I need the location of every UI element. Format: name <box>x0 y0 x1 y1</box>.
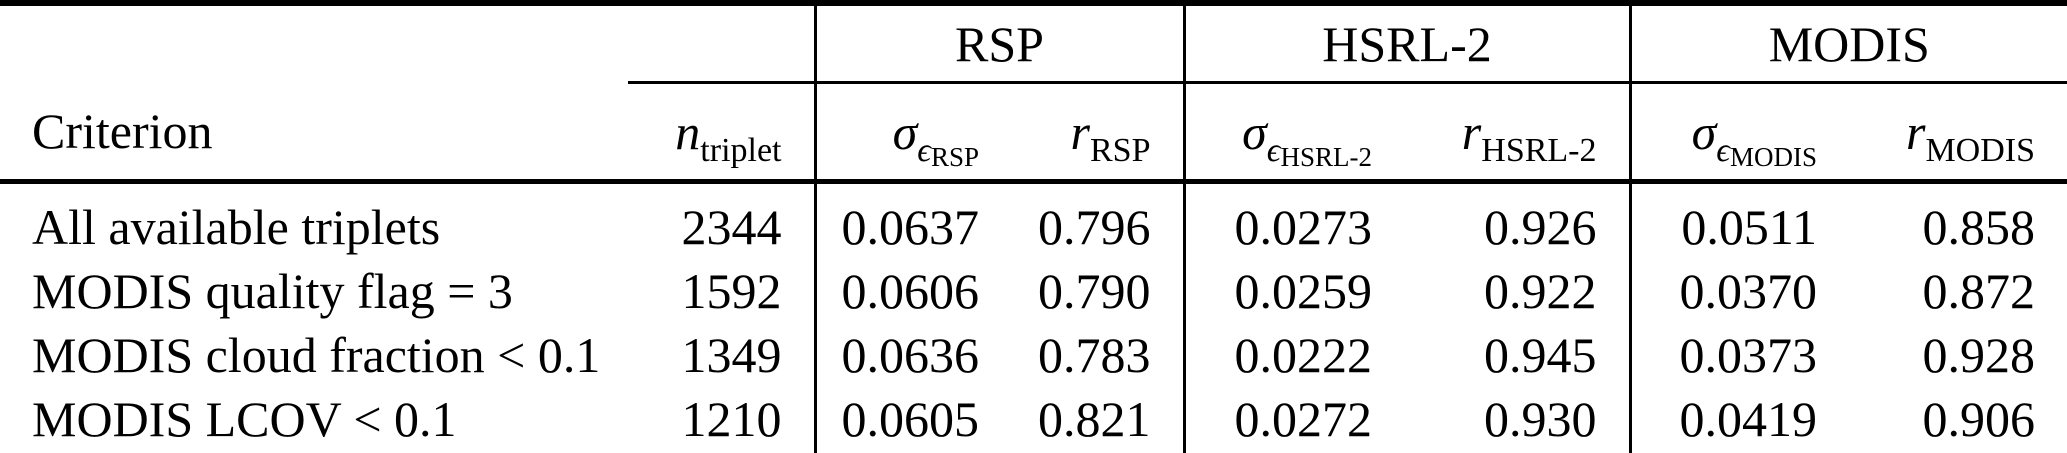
cell-sigma-eps-hsrl2: 0.0272 <box>1234 391 1373 447</box>
r-symbol: r <box>1070 103 1090 160</box>
cell-r-modis: 0.906 <box>1922 391 2036 447</box>
cell-n-triplet: 1210 <box>628 384 817 453</box>
cell-criterion: MODIS quality flag = 3 <box>32 263 513 319</box>
epsilon-symbol: ϵ <box>1266 131 1281 169</box>
cell-r-rsp: 0.821 <box>1011 384 1186 453</box>
n-symbol: n <box>675 103 701 160</box>
cell-r-rsp: 0.790 <box>1011 256 1186 320</box>
table-row: MODIS LCOV < 0.1 1210 0.0605 0.821 0.027… <box>0 384 2067 453</box>
rsp-subscript: RSP <box>930 141 979 172</box>
cell-r-modis: 0.872 <box>1922 263 2036 319</box>
table-row: MODIS cloud fraction < 0.1 1349 0.0636 0… <box>0 320 2067 384</box>
cell-r-modis: 0.928 <box>1922 327 2036 383</box>
col-header-n-triplet: ntriplet <box>628 82 817 184</box>
group-header-hsrl2: HSRL-2 <box>1184 3 1632 84</box>
r-symbol: r <box>1905 103 1926 160</box>
cell-n-triplet: 1349 <box>628 320 817 384</box>
cell-sigma-eps-hsrl2: 0.0222 <box>1234 327 1373 383</box>
cell-sigma-eps-rsp: 0.0606 <box>841 263 980 319</box>
cell-criterion: All available triplets <box>32 199 441 255</box>
hsrl2-subscript: HSRL-2 <box>1280 141 1372 172</box>
cell-n-triplet: 1592 <box>628 256 817 320</box>
sigma-symbol: σ <box>1691 103 1717 160</box>
col-header-sigma-eps-rsp: σϵRSP <box>815 82 1011 184</box>
cell-sigma-eps-modis: 0.0419 <box>1679 391 1818 447</box>
sigma-symbol: σ <box>892 103 918 160</box>
group-header-modis: MODIS <box>1630 3 2067 84</box>
col-header-criterion: Criterion <box>0 82 628 184</box>
cell-criterion: MODIS LCOV < 0.1 <box>32 391 457 447</box>
cell-r-hsrl2: 0.945 <box>1404 320 1632 384</box>
column-header-row: Criterion ntriplet σϵRSP rRSP σϵHSRL-2 r… <box>0 82 2067 184</box>
cell-sigma-eps-hsrl2: 0.0273 <box>1234 199 1373 255</box>
r-symbol: r <box>1461 103 1482 160</box>
n-subscript: triplet <box>700 131 782 169</box>
cell-sigma-eps-modis: 0.0373 <box>1679 327 1818 383</box>
hsrl2-subscript: HSRL-2 <box>1481 131 1597 169</box>
cell-n-triplet: 2344 <box>628 181 817 256</box>
col-header-sigma-eps-modis: σϵMODIS <box>1630 82 1849 184</box>
col-header-r-modis: rMODIS <box>1849 82 2067 184</box>
table-row: All available triplets 2344 0.0637 0.796… <box>0 181 2067 256</box>
group-header-rsp: RSP <box>815 3 1186 84</box>
modis-subscript: MODIS <box>1729 141 1817 172</box>
epsilon-symbol: ϵ <box>917 131 931 169</box>
group-spacer-criterion <box>0 3 628 83</box>
cell-r-hsrl2: 0.926 <box>1404 181 1632 256</box>
col-header-r-rsp: rRSP <box>1011 82 1186 184</box>
cell-r-hsrl2: 0.930 <box>1404 384 1632 453</box>
group-header-row: RSP HSRL-2 MODIS <box>0 3 2067 84</box>
cell-sigma-eps-rsp: 0.0636 <box>841 327 980 383</box>
rsp-subscript: RSP <box>1090 131 1151 169</box>
cell-sigma-eps-modis: 0.0370 <box>1679 263 1818 319</box>
cell-r-rsp: 0.796 <box>1011 181 1186 256</box>
group-spacer-n <box>628 3 817 84</box>
cell-r-rsp: 0.783 <box>1011 320 1186 384</box>
epsilon-symbol: ϵ <box>1716 131 1730 169</box>
cell-sigma-eps-rsp: 0.0637 <box>841 199 980 255</box>
col-header-sigma-eps-hsrl2: σϵHSRL-2 <box>1184 82 1404 184</box>
cell-r-modis: 0.858 <box>1922 199 2036 255</box>
col-header-r-hsrl2: rHSRL-2 <box>1404 82 1632 184</box>
sigma-symbol: σ <box>1242 103 1267 160</box>
cell-sigma-eps-hsrl2: 0.0259 <box>1234 263 1373 319</box>
cell-r-hsrl2: 0.922 <box>1404 256 1632 320</box>
table-row: MODIS quality flag = 3 1592 0.0606 0.790… <box>0 256 2067 320</box>
modis-subscript: MODIS <box>1925 131 2036 169</box>
cell-criterion: MODIS cloud fraction < 0.1 <box>32 327 601 383</box>
cell-sigma-eps-rsp: 0.0605 <box>841 391 980 447</box>
cell-sigma-eps-modis: 0.0511 <box>1681 199 1817 255</box>
